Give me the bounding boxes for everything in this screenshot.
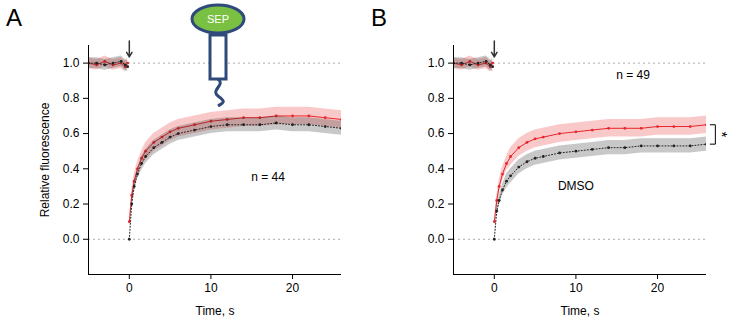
svg-text:n = 44: n = 44 <box>251 170 285 184</box>
svg-text:0.6: 0.6 <box>428 126 445 140</box>
svg-text:*: * <box>714 132 730 138</box>
svg-text:n = 49: n = 49 <box>616 68 650 82</box>
svg-text:0.4: 0.4 <box>428 162 445 176</box>
svg-text:1.0: 1.0 <box>428 56 445 70</box>
html-text:B: B <box>371 4 387 31</box>
svg-text:0.6: 0.6 <box>63 126 80 140</box>
svg-text:20: 20 <box>651 281 665 295</box>
svg-text:0.2: 0.2 <box>63 197 80 211</box>
svg-text:SEP: SEP <box>207 13 229 25</box>
svg-text:0.0: 0.0 <box>63 232 80 246</box>
svg-text:Time, s: Time, s <box>196 304 235 318</box>
html-text:A: A <box>6 4 22 31</box>
svg-text:1.0: 1.0 <box>63 56 80 70</box>
svg-text:Time, s: Time, s <box>561 304 600 318</box>
svg-text:10: 10 <box>204 281 218 295</box>
svg-text:0.8: 0.8 <box>63 91 80 105</box>
svg-text:0: 0 <box>126 281 133 295</box>
svg-text:0.2: 0.2 <box>428 197 445 211</box>
svg-text:Relative fluorescence: Relative fluorescence <box>38 102 52 217</box>
svg-text:0.8: 0.8 <box>428 91 445 105</box>
svg-text:0.0: 0.0 <box>428 232 445 246</box>
svg-text:20: 20 <box>286 281 300 295</box>
svg-text:0.4: 0.4 <box>63 162 80 176</box>
svg-text:DMSO: DMSO <box>558 179 594 193</box>
svg-text:10: 10 <box>569 281 583 295</box>
svg-text:0: 0 <box>491 281 498 295</box>
